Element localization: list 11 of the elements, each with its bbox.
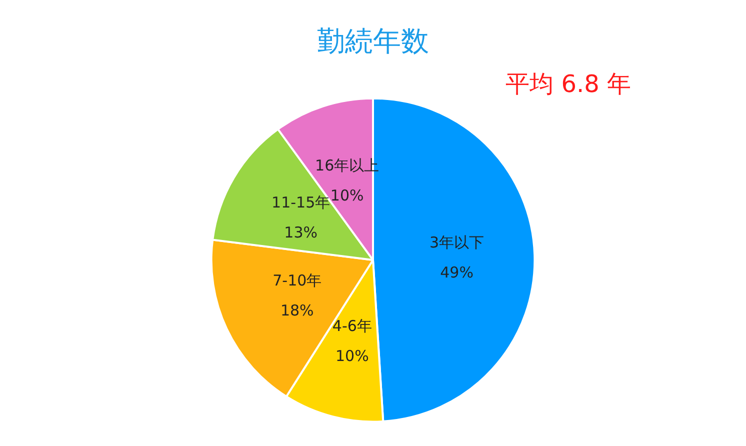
slice-label: 11-15年 [272, 193, 330, 212]
slice-label: 7-10年 [272, 272, 322, 290]
data-label: 13% [284, 223, 318, 242]
text: 平均 6.8 年 [506, 70, 632, 98]
slice-label: 3年以下 [430, 233, 484, 252]
data-label: 10% [330, 186, 364, 204]
chart-title: 勤続年数 [317, 24, 429, 58]
slice-label: 4-6年 [332, 317, 372, 336]
data-label: 18% [280, 302, 314, 320]
data-label: 10% [335, 347, 369, 366]
data-label: 49% [440, 263, 474, 282]
